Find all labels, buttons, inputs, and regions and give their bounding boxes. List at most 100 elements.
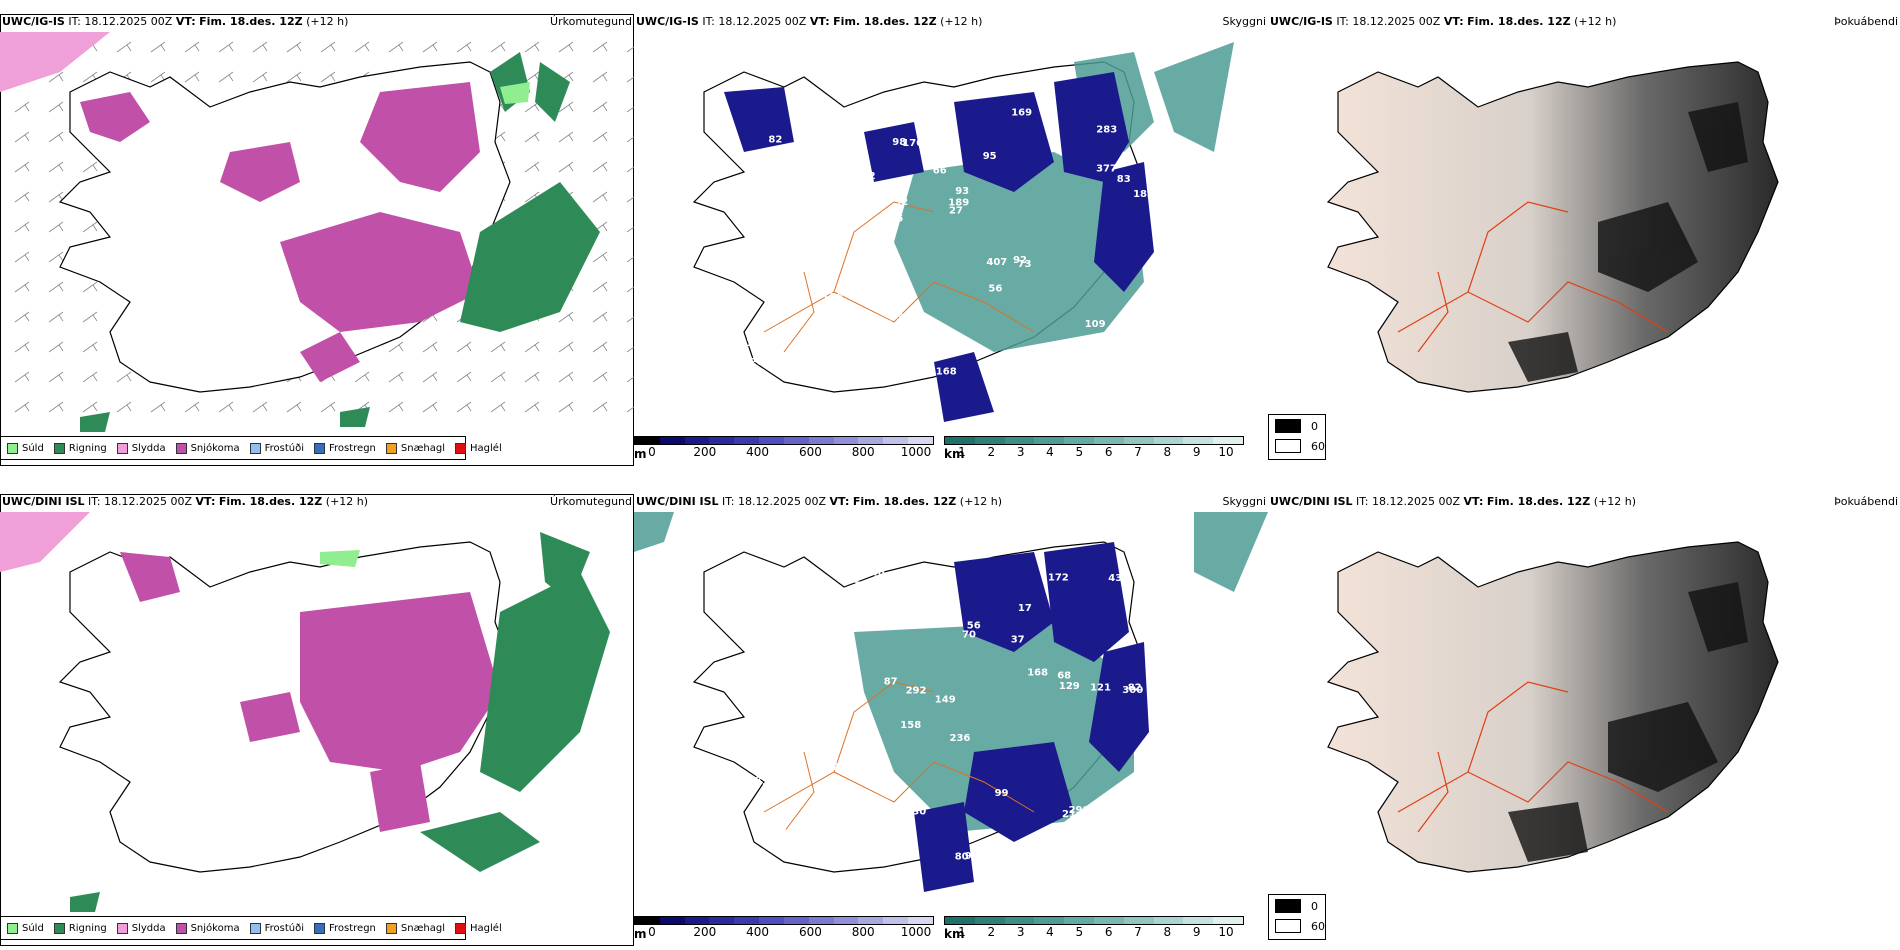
ceiling-value-label: 130: [905, 807, 926, 818]
ceiling-value-label: 83: [1117, 174, 1131, 185]
wind-barb: [626, 316, 634, 323]
fog-swatch-0: [1275, 419, 1301, 433]
wind-barb: [592, 131, 608, 143]
ceiling-value-label: 56: [886, 824, 900, 835]
wind-barb: [592, 161, 608, 173]
wind-barb: [626, 406, 634, 413]
ceiling-value-label: 27: [949, 206, 963, 217]
wind-barb: [592, 191, 608, 203]
legend-item: Súld: [7, 922, 44, 934]
precip-legend: Súld Rigning Slydda Snjókoma Frostúði Frostre…: [0, 436, 502, 460]
wind-barb: [626, 166, 634, 173]
ceiling-colorbar: 0 200 400 600 800 1000 m: [634, 436, 934, 461]
colorbar-segment: [684, 917, 710, 924]
roads: [763, 201, 1035, 353]
wind-barb: [14, 311, 30, 323]
ceiling-value-label: 290: [1069, 805, 1090, 816]
wind-barb: [592, 251, 608, 263]
panel-header: UWC/DINI ISL IT: 18.12.2025 00Z VT: Fim.…: [2, 495, 632, 508]
fog-dark-areas: [1508, 582, 1748, 862]
legend-item: Snæhagl: [385, 922, 445, 934]
wind-barb: [626, 136, 634, 143]
wind-barb: [354, 41, 370, 53]
colorbar-segment: [883, 917, 909, 924]
colorbar-tick: 1: [958, 445, 966, 459]
ceiling-value-label: 158: [741, 776, 762, 787]
panel-title: Úrkomutegund: [550, 15, 632, 28]
colorbar-segment: [808, 437, 834, 444]
legend-label: Snjókoma: [190, 442, 240, 454]
wind-barb: [150, 401, 166, 413]
wind-barb: [286, 71, 302, 83]
wind-barb: [490, 371, 506, 383]
fog-swatch-0: [1275, 899, 1301, 913]
legend-label: Frostregn: [329, 442, 376, 454]
fog-legend: 0 60: [1268, 894, 1326, 940]
ceiling-value-label: 61: [755, 612, 769, 623]
colorbar-segment: [808, 917, 834, 924]
ceiling-value-label: 233: [820, 138, 841, 149]
wind-barb: [558, 161, 574, 173]
panel-header: UWC/DINI ISL IT: 18.12.2025 00Z VT: Fim.…: [636, 495, 1266, 508]
legend-item: Frostúði: [249, 922, 304, 934]
legend-item: Snjókoma: [175, 442, 240, 454]
roads: [1397, 201, 1669, 353]
legend-swatch: [116, 442, 128, 454]
ceiling-value-label: 17: [1018, 603, 1032, 614]
ceiling-value-label: 52: [894, 197, 908, 208]
ceiling-value-label: 169: [1011, 108, 1032, 119]
wind-barb: [14, 131, 30, 143]
wind-barb: [48, 251, 64, 263]
wind-barb: [48, 341, 64, 353]
legend-swatch: [249, 442, 261, 454]
wind-barb: [490, 401, 506, 413]
ceiling-value-label: 149: [935, 695, 956, 706]
ceiling-value-label: 56: [988, 283, 1002, 294]
colorbar-segment: [833, 437, 859, 444]
ceiling-value-label: 65: [800, 184, 814, 195]
ceiling-value-label: 172: [1048, 572, 1069, 583]
wind-barb: [14, 161, 30, 173]
wind-barb: [524, 341, 540, 353]
colorbar-tick: 5: [1075, 445, 1084, 459]
wind-barb: [82, 161, 98, 173]
ceiling-value-label: 43: [1108, 573, 1122, 584]
wind-barb: [14, 371, 30, 383]
ceiling-value-label: 150: [894, 96, 915, 107]
colorbar-segment: [1123, 437, 1154, 444]
ceiling-areas: [724, 72, 1154, 422]
ceiling-value-label: 66: [773, 825, 787, 836]
colorbar-segment: [974, 437, 1005, 444]
colorbar-segment: [734, 917, 760, 924]
wind-barb: [592, 341, 608, 353]
colorbar-segment: [1004, 437, 1035, 444]
wind-barb: [184, 71, 200, 83]
ceiling-value-label: 129: [1059, 681, 1080, 692]
legend-label: Frostúði: [264, 922, 304, 934]
ceiling-value-label: 292: [1057, 350, 1078, 361]
wind-barb: [456, 41, 472, 53]
ceiling-value-label: 109: [1085, 319, 1106, 330]
colorbar-segment: [1183, 917, 1214, 924]
ceiling-value-label: 235: [897, 323, 918, 334]
ceiling-value-label: 108: [775, 707, 796, 718]
wind-barb: [626, 346, 634, 353]
fog-swatch-60: [1275, 919, 1301, 933]
colorbar-segment: [659, 917, 685, 924]
ceiling-value-label: 140: [864, 568, 885, 579]
drizzle-areas: [500, 82, 530, 104]
colorbar-tick: 400: [746, 445, 770, 459]
ceiling-value-label: 133: [844, 173, 865, 184]
legend-item: Frostúði: [249, 442, 304, 454]
colorbar-segment: [759, 917, 784, 924]
wind-barb: [524, 41, 540, 53]
fog-swatch-60: [1275, 439, 1301, 453]
ceiling-areas: [914, 542, 1149, 892]
colorbar-tick: 1000: [900, 925, 932, 939]
legend-label: Snjókoma: [190, 922, 240, 934]
ceiling-value-label: 204: [750, 357, 771, 368]
wind-barb: [626, 46, 634, 53]
colorbar-segment: [1064, 917, 1094, 924]
wind-barb: [82, 371, 98, 383]
